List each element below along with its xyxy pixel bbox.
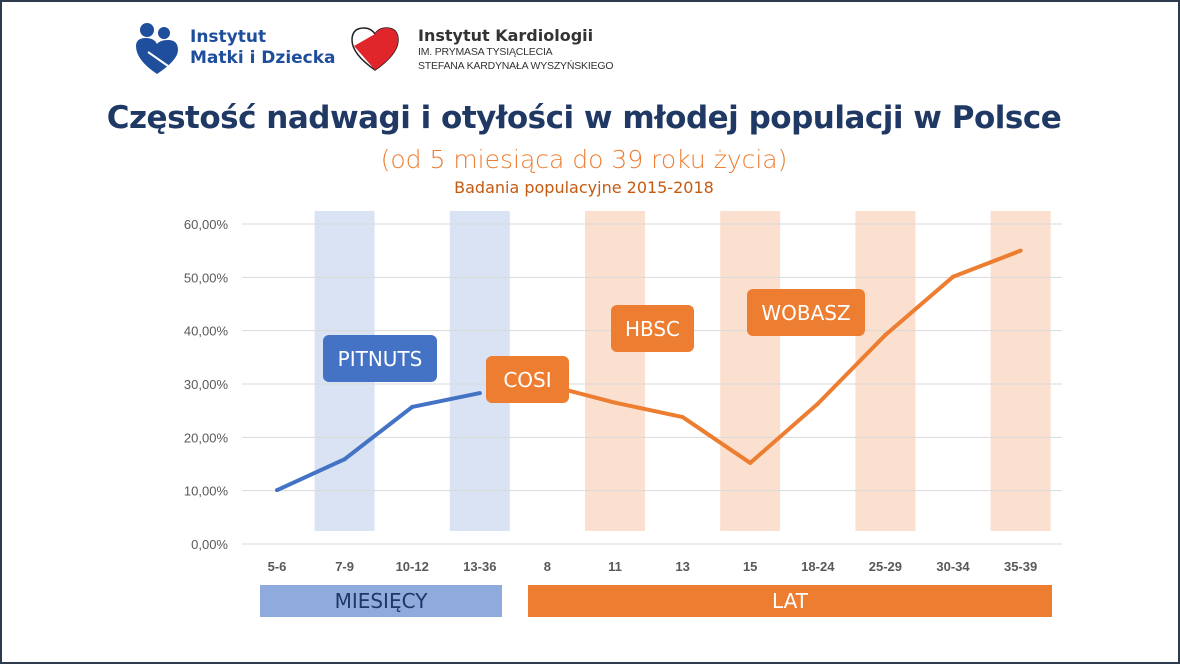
x-tick-label: 18-24 [801,559,835,574]
shaded-band-35-39 [990,211,1051,531]
data-point-11 [613,400,617,405]
x-tick-label: 11 [608,559,622,574]
y-tick-label: 60,00% [184,217,229,232]
data-point-18-24 [815,401,820,406]
x-tick-label: 15 [743,559,757,574]
imid-line1: Instytut [190,27,267,47]
y-tick-label: 10,00% [184,484,229,499]
logo-ik: Instytut Kardiologii IM. PRYMASA TYSIĄCL… [348,24,614,74]
data-point-15 [748,460,753,465]
ik-heart-icon [351,27,399,71]
x-tick-label: 35-39 [1004,559,1037,574]
series-line-years [546,248,1022,465]
imid-heart-icon [136,23,178,74]
data-point-25-29 [883,332,888,337]
x-tick-label: 7-9 [335,559,354,574]
subtitle: (od 5 miesiąca do 39 roku życia) [380,145,788,174]
x-tick-label: 30-34 [936,559,970,574]
ik-line1: Instytut Kardiologii [418,25,594,45]
page-title: Częstość nadwagi i otyłości w młodej pop… [106,100,1062,136]
y-tick-label: 40,00% [184,324,229,339]
x-tick-label: 13 [675,559,689,574]
y-tick-label: 50,00% [184,270,229,285]
label-wobasz: WOBASZ [747,289,865,336]
subtitle-studies: Badania populacyjne 2015-2018 [454,178,714,197]
imid-line2: Matki i Dziecka [190,48,336,68]
data-point-35-39 [1018,248,1023,253]
label-cosi: COSI [486,356,569,403]
series-line-months [276,391,481,492]
shaded-band-25-29 [855,211,916,531]
shaded-band-15 [720,211,781,531]
label-pitnuts: PITNUTS [323,335,437,382]
ik-line2: IM. PRYMASA TYSIĄCLECIA [418,45,553,58]
y-tick-label: 30,00% [184,377,229,392]
y-tick-label: 20,00% [184,430,229,445]
data-point-13-36 [477,391,482,396]
data-point-30-34 [951,274,955,279]
data-point-5-6 [275,488,279,493]
x-tick-label: 13-36 [463,559,496,574]
label-hbsc: HBSC [611,305,694,352]
x-tick-label: 10-12 [396,559,429,574]
y-tick-label: 0,00% [191,537,228,552]
ik-line3: STEFANA KARDYNAŁA WYSZYŃSKIEGO [418,59,614,72]
x-tick-label: 8 [544,559,551,574]
data-point-10-12 [410,404,415,409]
x-tick-label: 25-29 [869,559,902,574]
logo-imid: Instytut Matki i Dziecka [134,22,336,74]
data-point-7-9 [342,457,347,462]
group-months: MIESIĘCY [260,585,502,617]
shaded-band-11 [585,211,645,531]
group-years: LAT [528,585,1052,617]
data-point-13 [680,415,685,420]
x-tick-label: 5-6 [268,559,287,574]
